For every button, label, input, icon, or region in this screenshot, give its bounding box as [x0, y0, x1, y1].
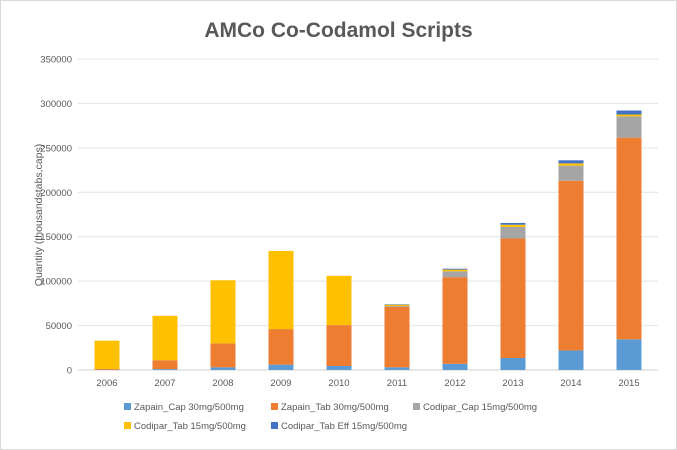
bar-segment-2009-s3: [268, 250, 294, 330]
bar-segment-2010-s3: [326, 275, 352, 326]
bar-segment-2012-s4: [442, 268, 468, 270]
bar-segment-2012-s1: [442, 277, 468, 364]
bar-segment-2013-s2: [500, 226, 526, 239]
bar-segment-2012-s2: [442, 271, 468, 278]
y-tick-label: 250000: [40, 143, 72, 154]
legend-label: Zapain_Cap 30mg/500mg: [134, 402, 244, 413]
legend-swatch: [271, 403, 278, 410]
legend-label: Codipar_Tab 15mg/500mg: [134, 421, 246, 432]
legend-swatch: [124, 403, 131, 410]
y-axis-ticks: 0 50000 100000 150000 200000 250000 300000 3500…: [40, 55, 72, 377]
bar-segment-2014-s1: [558, 180, 584, 351]
bar-segment-2007-s3: [152, 315, 178, 361]
legend-label: Codipar_Cap 15mg/500mg: [423, 402, 537, 413]
bar-segment-2011-s3: [384, 304, 410, 307]
legend: Zapain_Cap 30mg/500mg Zapain_Tab 30mg/500…: [124, 402, 537, 432]
bars: [94, 110, 642, 370]
x-tick-label: 2012: [444, 378, 465, 389]
bar-segment-2010-s1: [326, 325, 352, 367]
x-tick-label: 2009: [270, 378, 291, 389]
x-tick-label: 2007: [154, 378, 175, 389]
legend-swatch: [124, 422, 131, 429]
x-tick-label: 2015: [618, 378, 639, 389]
bar-segment-2008-s1: [210, 343, 236, 368]
y-axis-label: Quantity (thousandstabs,caps): [33, 144, 45, 286]
bar-segment-2009-s0: [268, 364, 294, 370]
bar-segment-2011-s0: [384, 367, 410, 370]
y-tick-label: 200000: [40, 188, 72, 199]
bar-segment-2015-s0: [616, 339, 642, 370]
bar-segment-2015-s1: [616, 137, 642, 340]
bar-segment-2013-s1: [500, 238, 526, 359]
bar-segment-2008-s0: [210, 367, 236, 370]
bar-segment-2013-s0: [500, 358, 526, 370]
bar-segment-2014-s3: [558, 163, 584, 166]
bar-segment-2013-s3: [500, 224, 526, 227]
legend-swatch: [413, 403, 420, 410]
x-tick-label: 2006: [96, 378, 117, 389]
bar-segment-2015-s3: [616, 114, 642, 117]
bar-segment-2015-s2: [616, 116, 642, 138]
y-tick-label: 100000: [40, 277, 72, 288]
legend-swatch: [271, 422, 278, 429]
y-tick-label: 0: [67, 366, 72, 377]
y-tick-label: 300000: [40, 99, 72, 110]
bar-segment-2010-s0: [326, 366, 352, 370]
bar-segment-2008-s3: [210, 280, 236, 344]
x-tick-label: 2008: [212, 378, 233, 389]
bar-segment-2006-s3: [94, 340, 120, 369]
bar-segment-2012-s0: [442, 363, 468, 370]
legend-label: Zapain_Tab 30mg/500mg: [281, 402, 389, 413]
chart-title: AMCo Co-Codamol Scripts: [204, 19, 472, 42]
x-tick-label: 2013: [502, 378, 523, 389]
y-tick-label: 150000: [40, 232, 72, 243]
x-axis-ticks: 2006 2007 2008 2009 2010 2011 2012 2013 2014 2015: [96, 378, 639, 389]
bar-segment-2006-s1: [94, 368, 120, 370]
bar-segment-2012-s3: [442, 269, 468, 272]
bar-segment-2007-s0: [152, 369, 178, 370]
bar-segment-2013-s4: [500, 222, 526, 225]
x-tick-label: 2010: [328, 378, 349, 389]
bar-segment-2015-s4: [616, 110, 642, 115]
y-tick-label: 50000: [46, 321, 72, 332]
bar-segment-2014-s0: [558, 350, 584, 370]
bar-segment-2014-s4: [558, 160, 584, 164]
bar-segment-2009-s1: [268, 329, 294, 365]
bar-segment-2014-s2: [558, 165, 584, 181]
legend-label: Codipar_Tab Eff 15mg/500mg: [281, 421, 407, 432]
x-tick-label: 2011: [387, 378, 407, 389]
y-tick-label: 350000: [40, 55, 72, 66]
bar-segment-2007-s1: [152, 360, 178, 370]
bar-segment-2011-s2: [384, 306, 410, 307]
bar-segment-2011-s1: [384, 306, 410, 368]
x-tick-label: 2014: [560, 378, 581, 389]
